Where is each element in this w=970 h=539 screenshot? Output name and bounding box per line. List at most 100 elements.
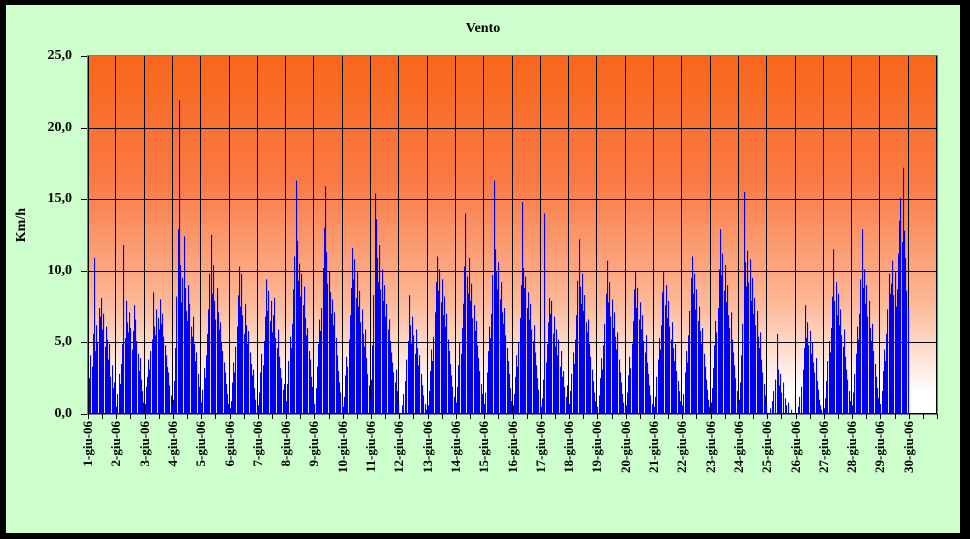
x-tick-label: 25-giu-06 <box>759 421 775 473</box>
wind-bar <box>608 302 610 414</box>
wind-bar <box>353 279 355 414</box>
wind-bar <box>889 273 891 414</box>
wind-bar <box>299 263 301 414</box>
wind-bar <box>429 391 431 414</box>
wind-bar <box>300 296 302 414</box>
wind-bar <box>225 372 227 414</box>
wind-bar <box>882 391 884 414</box>
wind-bar <box>801 386 803 414</box>
wind-bar <box>733 352 735 414</box>
wind-bar <box>435 312 437 414</box>
wind-bar <box>563 371 565 414</box>
wind-bar <box>708 399 710 414</box>
wind-bar <box>346 356 348 414</box>
wind-bar <box>251 363 253 414</box>
wind-bar <box>321 308 323 414</box>
wind-bar <box>699 306 701 414</box>
wind-bar <box>383 300 385 414</box>
wind-bar <box>337 355 339 414</box>
wind-bar <box>242 315 244 414</box>
wind-bar <box>166 355 168 414</box>
wind-bar <box>826 381 828 414</box>
wind-bar <box>483 403 485 414</box>
wind-bar <box>514 393 516 414</box>
wind-bar <box>681 406 683 414</box>
wind-bar <box>152 339 154 414</box>
wind-bar <box>683 393 685 414</box>
wind-bar <box>110 376 112 414</box>
wind-bar <box>296 180 298 414</box>
wind-bar <box>623 402 625 414</box>
wind-bar <box>362 309 364 414</box>
wind-bar <box>454 396 456 414</box>
wind-bar <box>581 303 583 414</box>
wind-bar <box>187 320 189 414</box>
wind-bar <box>609 282 611 414</box>
wind-bar <box>896 306 898 414</box>
wind-bar <box>386 303 388 414</box>
wind-bar <box>649 385 651 414</box>
wind-bar <box>286 401 288 414</box>
wind-bar <box>450 363 452 414</box>
wind-bar <box>92 366 94 414</box>
wind-bar <box>405 381 407 414</box>
wind-bar <box>654 406 656 414</box>
wind-bar <box>388 329 390 414</box>
wind-bar <box>610 316 612 414</box>
wind-bar <box>147 376 149 414</box>
wind-bar <box>185 287 187 414</box>
wind-bar <box>140 358 142 414</box>
wind-bar <box>718 308 720 414</box>
wind-bar <box>114 382 116 414</box>
wind-bar <box>633 320 635 414</box>
wind-bar <box>199 386 201 414</box>
wind-bar <box>908 308 910 414</box>
wind-bar <box>694 273 696 414</box>
wind-bar <box>725 265 727 414</box>
wind-bar <box>860 279 862 414</box>
wind-bar <box>277 348 279 414</box>
wind-bar <box>186 310 188 414</box>
wind-bar <box>883 371 885 414</box>
x-tick-label: 17-giu-06 <box>532 421 548 473</box>
wind-bar <box>600 378 602 414</box>
wind-bar <box>226 383 228 414</box>
wind-bar <box>433 336 435 414</box>
wind-bar <box>722 253 724 414</box>
x-tick-label: 21-giu-06 <box>646 421 661 473</box>
wind-bar <box>758 336 760 414</box>
wind-bar <box>812 342 814 414</box>
wind-bar <box>839 325 841 414</box>
wind-bar <box>614 312 616 414</box>
wind-bar <box>775 379 777 414</box>
wind-bar <box>621 382 623 414</box>
wind-bar <box>267 310 269 414</box>
wind-bar <box>234 372 236 414</box>
wind-bar <box>804 348 806 414</box>
wind-bar <box>613 328 615 414</box>
wind-bar <box>900 197 902 414</box>
wind-bar <box>367 373 369 414</box>
wind-bar <box>489 326 491 414</box>
wind-bar <box>349 339 351 414</box>
wind-bar <box>898 253 900 414</box>
wind-bar <box>370 398 372 414</box>
wind-bar <box>567 385 569 414</box>
wind-bar <box>439 269 441 414</box>
wind-bar <box>766 405 768 414</box>
wind-bar <box>129 312 131 414</box>
wind-bar <box>174 381 176 414</box>
wind-bar <box>751 300 753 414</box>
wind-bar <box>204 368 206 414</box>
wind-bar <box>390 340 392 414</box>
wind-bar <box>799 396 801 414</box>
wind-bar <box>99 308 101 414</box>
wind-bar <box>810 330 812 414</box>
wind-bar <box>596 408 598 414</box>
bars-layer <box>88 100 910 414</box>
wind-bar <box>469 257 471 414</box>
wind-bar <box>869 300 871 414</box>
wind-bar <box>189 303 191 414</box>
wind-bar <box>635 272 637 414</box>
x-tick-label: 30-giu-06 <box>900 421 916 473</box>
